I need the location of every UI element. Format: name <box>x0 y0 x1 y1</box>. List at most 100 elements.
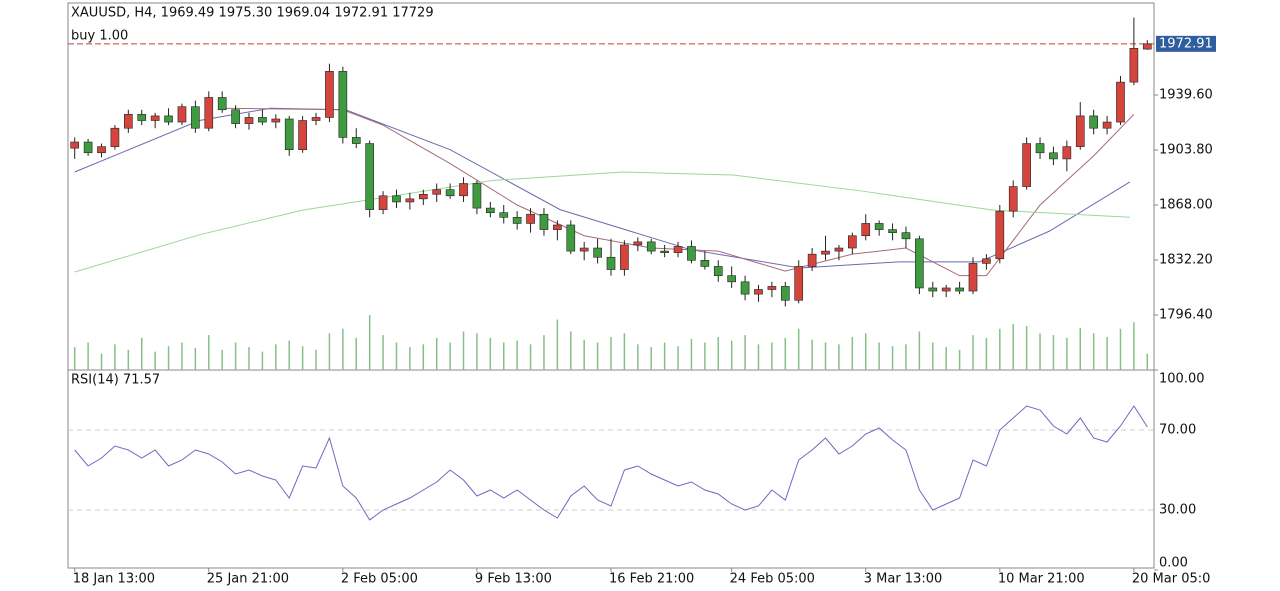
candle-body <box>191 106 200 129</box>
candle-body <box>754 289 763 295</box>
candle-body <box>217 97 227 111</box>
candle-body <box>311 117 321 121</box>
candle-body <box>164 115 173 123</box>
candle-body <box>284 118 294 151</box>
candle-body <box>177 106 187 123</box>
order-label: buy 1.00 <box>71 29 128 44</box>
chart-title: XAUUSD, H4, 1969.49 1975.30 1969.04 1972… <box>71 6 434 21</box>
candle-body <box>633 241 643 246</box>
candle-body <box>1129 48 1139 83</box>
y-tick-label: 1903.80 <box>1159 143 1213 158</box>
price-box <box>1156 35 1216 52</box>
candle-body <box>995 210 1005 260</box>
rsi-tick-label: 30.00 <box>1159 503 1196 518</box>
candle-body <box>83 141 93 154</box>
x-tick-label: 3 Mar 13:00 <box>864 572 943 587</box>
candle-body <box>874 223 884 230</box>
candle-body <box>1022 143 1031 187</box>
x-tick-label: 16 Feb 21:00 <box>609 572 694 587</box>
candle-body <box>137 114 147 121</box>
candle-body <box>445 189 455 197</box>
rsi-title: RSI(14) 71.57 <box>71 373 160 388</box>
candle-body <box>499 212 509 218</box>
candle-body <box>1035 143 1045 154</box>
candle-body <box>941 287 951 292</box>
candle-body <box>673 246 683 253</box>
x-tick-label: 10 Mar 21:00 <box>998 572 1085 587</box>
x-tick-label: 25 Jan 21:00 <box>207 572 289 587</box>
candle-body <box>1075 115 1085 147</box>
candle-body <box>566 224 576 252</box>
candle-body <box>593 247 602 258</box>
y-tick-label: 1868.00 <box>1159 198 1213 213</box>
plot-frame <box>67 2 1155 569</box>
candle-body <box>204 97 214 129</box>
candle-body <box>392 195 401 203</box>
candle-body <box>70 141 80 149</box>
candle-body <box>901 232 911 240</box>
candle-body <box>97 146 106 154</box>
candle-body <box>432 189 442 195</box>
y-tick-label: 1796.40 <box>1159 308 1213 323</box>
candle-body <box>861 223 871 237</box>
y-tick-label: 1832.20 <box>1159 253 1213 268</box>
candle-body <box>660 250 669 253</box>
candle-body <box>1049 152 1058 160</box>
candle-body <box>472 183 482 209</box>
candle-body <box>1008 186 1018 212</box>
candle-body <box>968 263 978 292</box>
rsi-tick-label: 0.00 <box>1159 556 1188 571</box>
candle-body <box>124 114 133 129</box>
candle-body <box>821 250 830 255</box>
candle-body <box>1116 81 1125 123</box>
candle-body <box>834 247 844 252</box>
candle-body <box>258 117 267 123</box>
candle-body <box>579 247 589 252</box>
candle-body <box>486 207 495 213</box>
rsi-tick-label: 70.00 <box>1159 423 1196 438</box>
candle-body <box>848 235 857 249</box>
candle-body <box>687 246 696 261</box>
candle-body <box>405 198 415 203</box>
candle-body <box>767 286 777 290</box>
candle-body <box>526 213 535 224</box>
candle-body <box>338 71 348 138</box>
candle-body <box>110 127 120 147</box>
candle-body <box>365 143 374 210</box>
candle-body <box>150 115 160 121</box>
candle-body <box>378 195 388 210</box>
candle-body <box>244 117 254 124</box>
candle-body <box>606 256 616 270</box>
candle-body <box>553 224 562 230</box>
candle-body <box>727 275 736 283</box>
candle-body <box>325 71 334 118</box>
candle-body <box>1142 43 1152 50</box>
x-tick-label: 20 Mar 05:0 <box>1132 572 1211 587</box>
candle-body <box>807 253 817 267</box>
candle-body <box>780 286 790 301</box>
candle-body <box>982 258 991 264</box>
y-tick-label: 1939.60 <box>1159 88 1213 103</box>
moving-average <box>74 171 1130 273</box>
price-label: 1972.91 <box>1159 36 1213 51</box>
candle-body <box>351 137 361 144</box>
candle-body <box>928 287 938 292</box>
candle-body <box>888 229 897 233</box>
candle-body <box>539 213 549 230</box>
candle-body <box>298 120 307 151</box>
candle-body <box>646 241 656 252</box>
candle-body <box>459 183 468 197</box>
moving-average <box>222 107 1135 277</box>
candle-body <box>512 217 522 224</box>
candle-body <box>740 281 750 295</box>
candle-body <box>713 266 723 276</box>
candle-body <box>700 260 710 267</box>
candle-body <box>955 287 964 292</box>
x-tick-label: 2 Feb 05:00 <box>341 572 418 587</box>
candle-body <box>620 244 629 270</box>
candle-body <box>231 109 240 124</box>
candle-body <box>1062 146 1072 160</box>
rsi-tick-label: 100.00 <box>1159 372 1205 387</box>
candle-body <box>1102 121 1112 129</box>
